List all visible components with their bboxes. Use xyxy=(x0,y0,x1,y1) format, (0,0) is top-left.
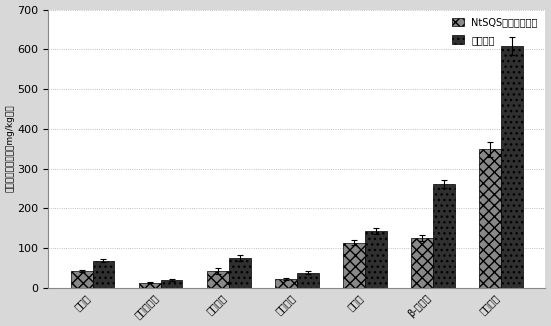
Bar xyxy=(365,231,387,288)
Bar xyxy=(433,185,455,288)
Bar xyxy=(93,261,115,288)
Legend: NtSQS基因沉默植株, 对照植株: NtSQS基因沉默植株, 对照植株 xyxy=(449,14,541,48)
Bar xyxy=(297,273,318,288)
Bar xyxy=(71,271,93,288)
Bar xyxy=(479,149,501,288)
Bar xyxy=(275,279,297,288)
Bar xyxy=(207,271,229,288)
Bar xyxy=(501,46,523,288)
Bar xyxy=(139,283,161,288)
Bar xyxy=(229,258,251,288)
Bar xyxy=(161,280,182,288)
Bar xyxy=(343,243,365,288)
Y-axis label: 新鲜烟叶中甸醇含量mg/kg干重: 新鲜烟叶中甸醇含量mg/kg干重 xyxy=(6,105,14,192)
Bar xyxy=(411,238,433,288)
